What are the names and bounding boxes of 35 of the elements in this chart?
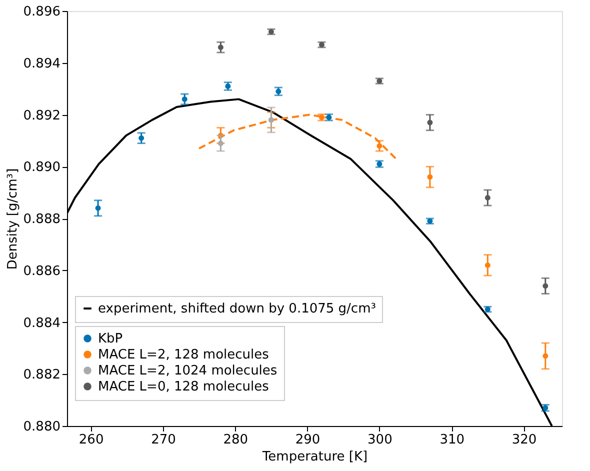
y-axis-title: Density [g/cm³] xyxy=(5,168,20,270)
point xyxy=(542,283,548,289)
y-tick-label: 0.886 xyxy=(23,264,60,279)
point xyxy=(218,44,224,50)
legend-label: MACE L=2, 1024 molecules xyxy=(98,364,278,378)
legend-label: KbP xyxy=(98,332,123,346)
y-tick-label: 0.894 xyxy=(23,56,60,72)
y-tick-label: 0.884 xyxy=(23,316,60,331)
x-tick-label: 310 xyxy=(440,432,465,448)
legend-label: MACE L=2, 128 molecules xyxy=(98,348,270,362)
point xyxy=(376,143,382,149)
y-tick-label: 0.896 xyxy=(23,4,60,20)
x-tick-label: 280 xyxy=(223,432,248,448)
x-axis-title: Temperature [K] xyxy=(261,450,368,464)
line-series xyxy=(198,114,398,160)
x-tick-label: 270 xyxy=(151,432,176,448)
legend-label: MACE L=0, 128 molecules xyxy=(98,380,270,394)
point xyxy=(484,262,490,268)
y-tick-label: 0.880 xyxy=(23,420,60,434)
point xyxy=(182,96,188,102)
point xyxy=(138,135,144,141)
point xyxy=(95,205,101,211)
point xyxy=(542,353,548,359)
point xyxy=(484,195,490,200)
legend-label: experiment, shifted down by 0.1075 g/cm³ xyxy=(98,302,376,316)
x-tick-label: 300 xyxy=(368,432,392,448)
point xyxy=(427,174,433,180)
x-tick-label: 260 xyxy=(78,432,104,448)
y-tick-label: 0.888 xyxy=(23,212,60,227)
x-tick-label: 320 xyxy=(512,432,537,448)
y-tick-label: 0.882 xyxy=(23,368,60,383)
point xyxy=(427,120,433,126)
x-tick-label: 290 xyxy=(295,432,320,448)
y-tick-label: 0.890 xyxy=(23,160,60,176)
y-tick-label: 0.892 xyxy=(23,108,60,124)
